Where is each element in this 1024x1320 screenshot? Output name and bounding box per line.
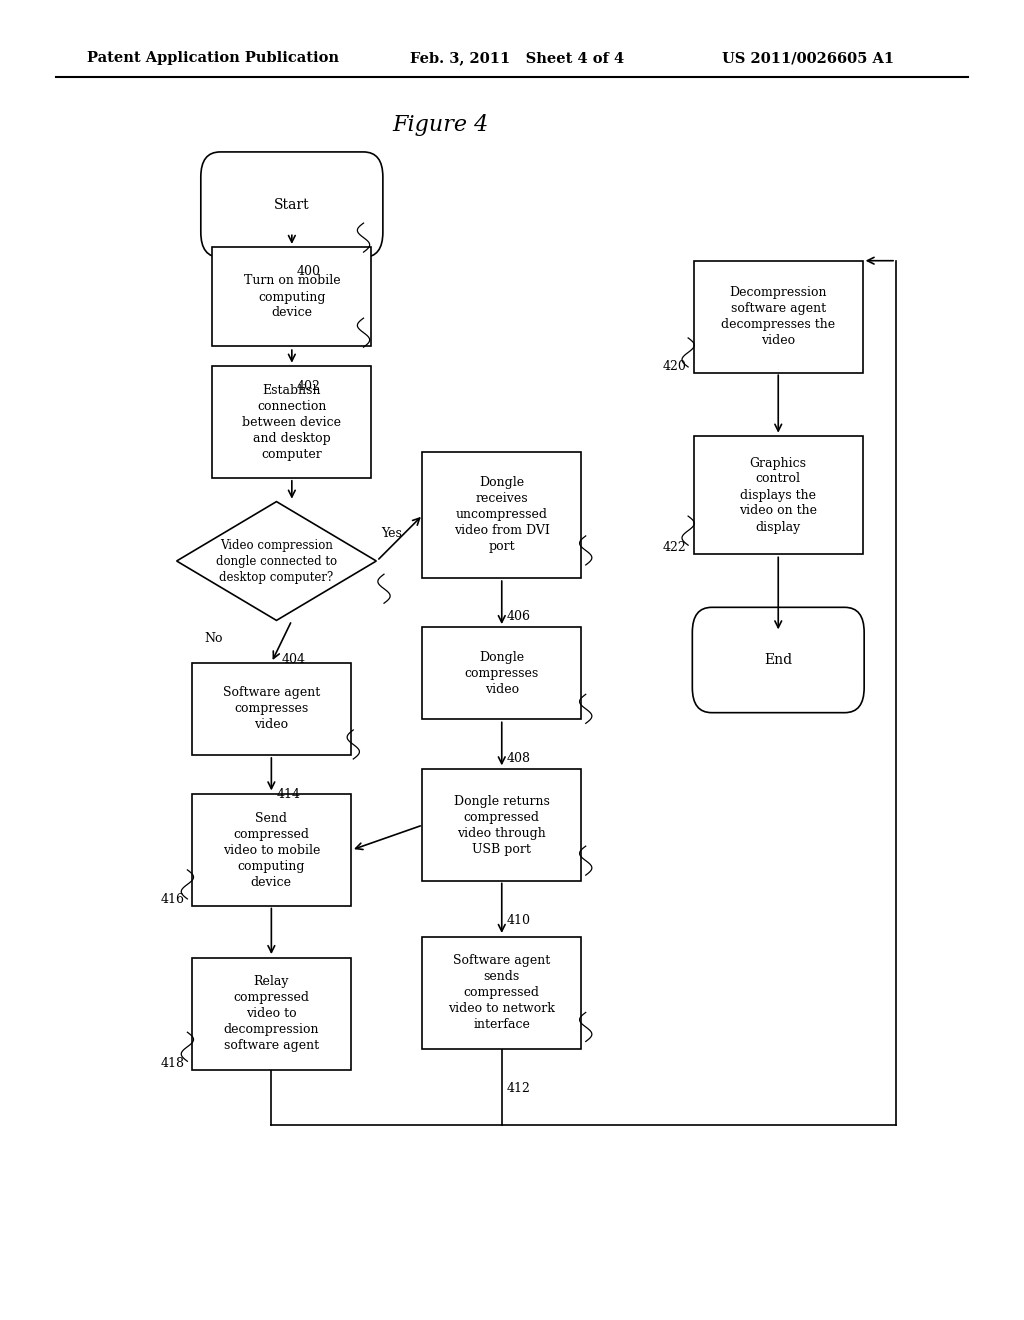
Polygon shape	[177, 502, 377, 620]
Text: 406: 406	[507, 610, 530, 623]
Text: 402: 402	[297, 380, 321, 392]
Bar	[694, 436, 862, 554]
Text: 400: 400	[297, 265, 321, 279]
Text: US 2011/0026605 A1: US 2011/0026605 A1	[722, 51, 894, 65]
Bar	[694, 261, 862, 372]
Text: 418: 418	[161, 1056, 184, 1069]
Bar	[212, 366, 371, 478]
Text: Relay
compressed
video to
decompression
software agent: Relay compressed video to decompression …	[223, 975, 319, 1052]
Text: Decompression
software agent
decompresses the
video: Decompression software agent decompresse…	[721, 286, 836, 347]
Text: Yes: Yes	[381, 527, 401, 540]
Text: Send
compressed
video to mobile
computing
device: Send compressed video to mobile computin…	[222, 812, 321, 888]
Text: 404: 404	[282, 653, 305, 667]
Text: 422: 422	[663, 541, 686, 554]
Text: Software agent
sends
compressed
video to network
interface: Software agent sends compressed video to…	[449, 954, 555, 1031]
Text: Patent Application Publication: Patent Application Publication	[87, 51, 339, 65]
Text: 412: 412	[507, 1082, 530, 1094]
Bar	[422, 768, 582, 882]
Text: 410: 410	[507, 913, 530, 927]
Text: Software agent
compresses
video: Software agent compresses video	[223, 686, 319, 731]
Text: 416: 416	[161, 892, 184, 906]
Text: Figure 4: Figure 4	[392, 115, 488, 136]
Text: Dongle returns
compressed
video through
USB port: Dongle returns compressed video through …	[454, 795, 550, 855]
FancyBboxPatch shape	[692, 607, 864, 713]
Text: 414: 414	[276, 788, 300, 801]
FancyBboxPatch shape	[201, 152, 383, 257]
Text: 408: 408	[507, 752, 530, 766]
Bar	[212, 248, 371, 346]
Bar	[422, 451, 582, 578]
Text: Feb. 3, 2011   Sheet 4 of 4: Feb. 3, 2011 Sheet 4 of 4	[410, 51, 624, 65]
Text: Video compression
dongle connected to
desktop computer?: Video compression dongle connected to de…	[216, 539, 337, 583]
Text: No: No	[205, 632, 223, 645]
Text: 420: 420	[663, 359, 686, 372]
Bar	[193, 958, 350, 1069]
Text: Turn on mobile
computing
device: Turn on mobile computing device	[244, 275, 340, 319]
Text: End: End	[764, 653, 793, 667]
Text: Dongle
receives
uncompressed
video from DVI
port: Dongle receives uncompressed video from …	[454, 477, 550, 553]
Bar	[193, 795, 350, 906]
Text: Start: Start	[274, 198, 309, 211]
Text: Graphics
control
displays the
video on the
display: Graphics control displays the video on t…	[739, 457, 817, 533]
Bar	[422, 627, 582, 719]
Bar	[422, 937, 582, 1048]
Text: Establish
connection
between device
and desktop
computer: Establish connection between device and …	[243, 384, 341, 461]
Text: Dongle
compresses
video: Dongle compresses video	[465, 651, 539, 696]
Bar	[193, 663, 350, 755]
